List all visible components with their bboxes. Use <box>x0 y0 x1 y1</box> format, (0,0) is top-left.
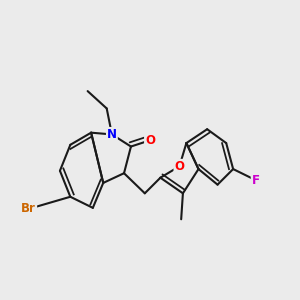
Text: Br: Br <box>21 202 36 215</box>
Text: N: N <box>107 128 117 141</box>
Text: O: O <box>174 160 184 173</box>
Text: O: O <box>145 134 155 147</box>
Text: F: F <box>252 174 260 187</box>
